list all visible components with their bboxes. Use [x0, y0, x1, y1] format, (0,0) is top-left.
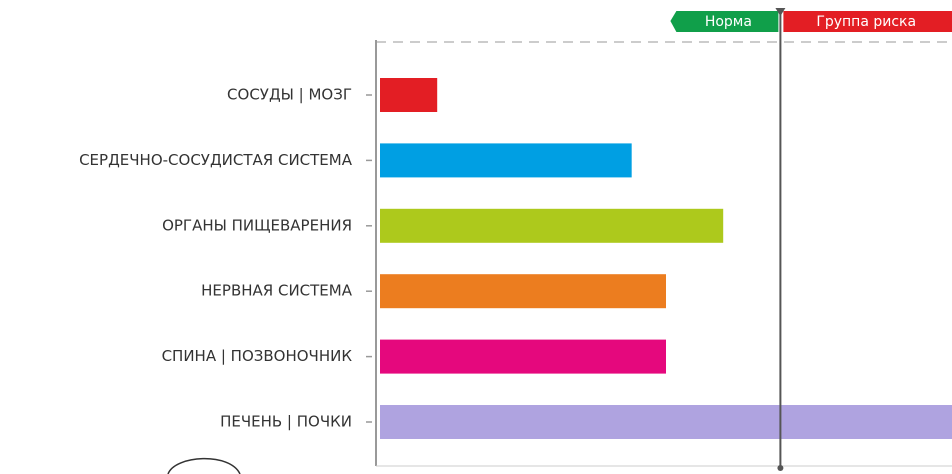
zone-label: Группа риска — [816, 14, 916, 30]
bar — [380, 405, 952, 439]
zone-label: Норма — [705, 14, 752, 30]
y-tick-label: ОРГАНЫ ПИЩЕВАРЕНИЯ — [162, 216, 352, 234]
y-tick-label: СПИНА | ПОЗВОНОЧНИК — [162, 347, 353, 365]
bar — [380, 274, 666, 308]
y-tick-label: ПЕЧЕНЬ | ПОЧКИ — [220, 413, 352, 431]
y-tick-label: СЕРДЕЧНО-СОСУДИСТАЯ СИСТЕМА — [79, 151, 353, 169]
bar — [380, 143, 632, 177]
y-tick-label: СОСУДЫ | МОЗГ — [227, 86, 352, 104]
y-tick-label: НЕРВНАЯ СИСТЕМА — [201, 282, 353, 300]
decoration — [168, 459, 240, 474]
chart: СОСУДЫ | МОЗГ СЕРДЕЧНО-СОСУДИСТАЯ СИСТЕМА… — [0, 0, 952, 474]
bar — [380, 209, 723, 243]
bar — [380, 78, 437, 112]
bar — [380, 340, 666, 374]
threshold-foot — [777, 465, 783, 471]
